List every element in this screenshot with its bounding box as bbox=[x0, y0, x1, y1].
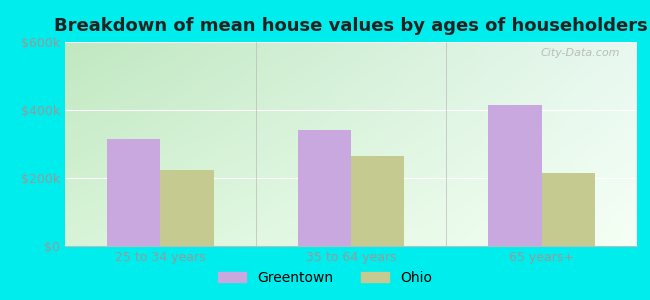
Bar bbox=[488, 105, 541, 246]
Bar bbox=[541, 173, 595, 246]
Bar bbox=[298, 130, 351, 246]
Bar bbox=[351, 156, 404, 246]
Legend: Greentown, Ohio: Greentown, Ohio bbox=[213, 265, 437, 290]
Bar bbox=[161, 169, 214, 246]
Bar bbox=[107, 139, 161, 246]
Text: City-Data.com: City-Data.com bbox=[540, 48, 620, 58]
Title: Breakdown of mean house values by ages of householders: Breakdown of mean house values by ages o… bbox=[54, 17, 648, 35]
